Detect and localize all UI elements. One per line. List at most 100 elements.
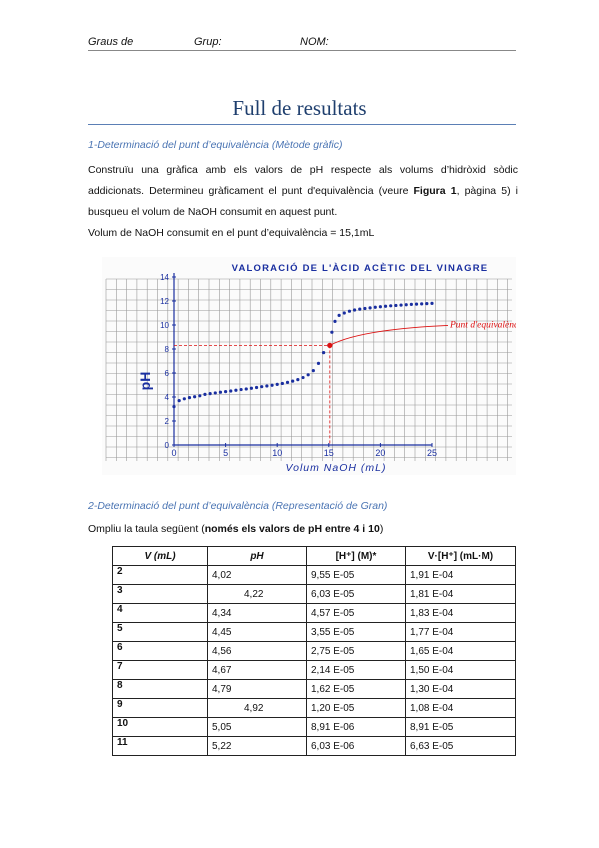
chart-annotation-group: Punt d'equivalència xyxy=(174,320,526,445)
data-point xyxy=(347,309,352,313)
data-point xyxy=(193,395,197,399)
cell-volume: 7 xyxy=(112,660,208,680)
table-row: 4 4,34 4,57 E-05 1,83 E-04 xyxy=(112,603,516,623)
chart-grid xyxy=(105,278,512,461)
page-header: Graus de Grup: NOM: xyxy=(88,36,516,51)
titration-chart: VALORACIÓ DE L'ÀCID ACÈTIC DEL VINAGRE 0… xyxy=(102,257,526,475)
cell-h-concentration: 1,62 E-05 xyxy=(306,679,406,699)
cell-ph: 4,45 xyxy=(207,622,307,642)
data-point xyxy=(260,385,264,389)
y-tick-label: 12 xyxy=(160,297,169,306)
cell-ph: 4,02 xyxy=(207,565,307,585)
cell-ph: 4,79 xyxy=(207,679,307,699)
header-volume: V (mL) xyxy=(112,546,208,566)
cell-v-times-h: 1,83 E-04 xyxy=(405,603,516,623)
data-point xyxy=(218,390,223,394)
data-point xyxy=(208,392,212,396)
cell-volume: 11 xyxy=(112,736,208,756)
data-point xyxy=(187,396,192,400)
cell-ph: 5,05 xyxy=(207,717,307,737)
data-point xyxy=(234,388,238,392)
cell-v-times-h: 1,50 E-04 xyxy=(405,660,516,680)
data-point xyxy=(182,397,186,401)
section2-intro-end: ) xyxy=(379,523,384,535)
data-point xyxy=(389,304,393,308)
cell-volume: 5 xyxy=(112,622,208,642)
table-row: 11 5,22 6,03 E-06 6,63 E-05 xyxy=(112,736,516,756)
data-point xyxy=(306,373,310,377)
cell-h-concentration: 1,20 E-05 xyxy=(306,698,406,718)
data-point xyxy=(358,307,362,311)
section1-heading: 1-Determinació del punt d’equivalència (… xyxy=(88,139,343,151)
header-grup: Grup: xyxy=(194,36,222,48)
cell-volume: 9 xyxy=(112,698,208,718)
data-point xyxy=(409,302,413,306)
y-tick-label: 0 xyxy=(165,441,170,450)
cell-volume: 6 xyxy=(112,641,208,661)
table-row: 3 4,22 6,03 E-05 1,81 E-04 xyxy=(112,584,516,604)
table-row: 7 4,67 2,14 E-05 1,50 E-04 xyxy=(112,660,516,680)
data-point xyxy=(404,303,408,307)
chart-points xyxy=(172,301,434,409)
page-title: Full de resultats xyxy=(232,96,367,120)
cell-v-times-h: 8,91 E-05 xyxy=(405,717,516,737)
chart-ticks: 0 5 10 15 20 25 0 2 4 6 8 10 12 14 xyxy=(160,273,437,458)
cell-v-times-h: 1,81 E-04 xyxy=(405,584,516,604)
data-point xyxy=(316,361,321,365)
chart-title: VALORACIÓ DE L'ÀCID ACÈTIC DEL VINAGRE xyxy=(232,262,489,274)
annotation-arrow xyxy=(329,324,449,346)
data-point xyxy=(177,399,181,403)
data-point xyxy=(198,394,202,398)
equivalence-volume-result: Volum de NaOH consumit en el punt d’equi… xyxy=(88,227,375,239)
data-point xyxy=(224,390,228,394)
cell-h-concentration: 9,55 E-05 xyxy=(306,565,406,585)
data-point xyxy=(420,302,424,306)
data-point xyxy=(383,304,388,308)
table-row: 5 4,45 3,55 E-05 1,77 E-04 xyxy=(112,622,516,642)
data-point xyxy=(296,378,300,382)
cell-v-times-h: 1,65 E-04 xyxy=(405,641,516,661)
data-point xyxy=(203,392,207,396)
y-tick-label: 4 xyxy=(165,393,170,402)
cell-volume: 8 xyxy=(112,679,208,699)
header-graus: Graus de xyxy=(88,36,134,48)
data-point xyxy=(239,387,243,392)
data-point xyxy=(280,381,284,386)
data-point xyxy=(275,382,279,386)
cell-ph: 4,34 xyxy=(207,603,307,623)
x-tick-label: 10 xyxy=(272,448,282,458)
header-h-concentration: [H⁺] (M)* xyxy=(306,546,406,566)
chart-ylabel: pH xyxy=(137,372,153,391)
table-header-row: V (mL) pH [H⁺] (M)* V·[H⁺] (mL·M) xyxy=(112,546,516,566)
cell-h-concentration: 4,57 E-05 xyxy=(306,603,406,623)
data-point xyxy=(378,305,382,309)
data-point xyxy=(353,308,357,312)
table-row: 8 4,79 1,62 E-05 1,30 E-04 xyxy=(112,679,516,699)
data-point xyxy=(270,383,274,387)
data-point xyxy=(368,306,372,310)
data-point xyxy=(213,391,217,395)
header-volume-label: V (mL) xyxy=(144,550,176,562)
data-point xyxy=(414,302,419,306)
cell-volume: 3 xyxy=(112,584,208,604)
table-body: 2 4,02 9,55 E-05 1,91 E-04 3 4,22 6,03 E-05 1,8… xyxy=(112,565,516,756)
data-point xyxy=(363,306,367,311)
cell-ph: 4,92 xyxy=(207,698,307,718)
cell-ph: 4,56 xyxy=(207,641,307,661)
data-point xyxy=(244,387,248,391)
results-table: V (mL) pH [H⁺] (M)* V·[H⁺] (mL·M) 2 4,02 9… xyxy=(112,546,516,756)
data-point xyxy=(301,375,305,380)
section2-heading: 2-Determinació del punt d’equivalència (… xyxy=(88,500,388,512)
figure-reference: Figura 1 xyxy=(413,185,457,197)
header-nom: NOM: xyxy=(300,36,329,48)
header-ph: pH xyxy=(207,546,307,566)
cell-v-times-h: 1,08 E-04 xyxy=(405,698,516,718)
y-tick-label: 10 xyxy=(160,321,169,330)
x-tick-label: 0 xyxy=(171,448,176,458)
data-point xyxy=(342,311,346,315)
data-point xyxy=(285,380,290,384)
x-tick-label: 15 xyxy=(324,448,334,458)
header-v-times-h: V·[H⁺] (mL·M) xyxy=(405,546,516,566)
data-point xyxy=(291,379,295,383)
y-tick-label: 14 xyxy=(160,273,169,282)
